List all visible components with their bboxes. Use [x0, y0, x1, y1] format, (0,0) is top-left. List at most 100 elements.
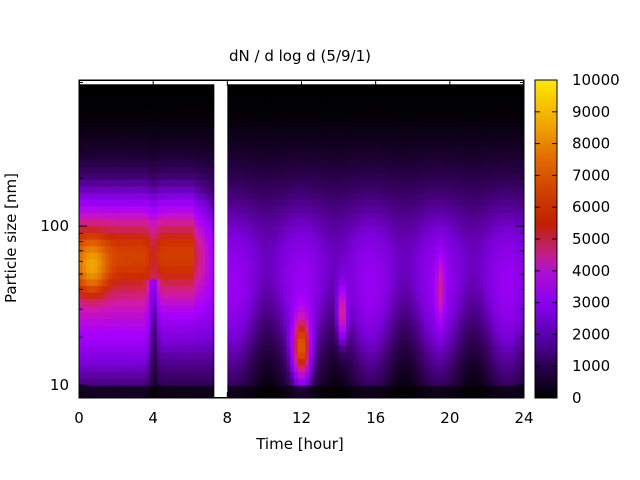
heatmap-cell [149, 86, 154, 94]
heatmap-cell [357, 318, 362, 326]
heatmap-cell [320, 345, 325, 353]
heatmap-cell [171, 351, 177, 359]
heatmap-cell [149, 364, 154, 373]
heatmap-cell [168, 325, 173, 333]
heatmap-cell [375, 364, 380, 373]
heatmap-cell [245, 192, 251, 200]
heatmap-cell [182, 86, 188, 94]
heatmap-cell [190, 172, 195, 180]
heatmap-cell [205, 364, 210, 373]
heatmap-cell [257, 172, 262, 180]
heatmap-cell [390, 166, 395, 174]
heatmap-cell [457, 245, 462, 253]
heatmap-cell [364, 133, 369, 141]
heatmap-cell [423, 205, 429, 214]
heatmap-cell [301, 126, 306, 134]
heatmap-cell [353, 351, 358, 359]
heatmap-cell [323, 166, 329, 174]
heatmap-cell [334, 192, 340, 200]
heatmap-cell [145, 159, 151, 167]
heatmap-cell [130, 172, 136, 180]
heatmap-cell [119, 93, 125, 101]
heatmap-cell [90, 384, 95, 392]
heatmap-cell [353, 305, 358, 313]
heatmap-cell [82, 225, 88, 233]
heatmap-cell [245, 159, 251, 167]
heatmap-cell [108, 285, 113, 293]
heatmap-cell [297, 305, 303, 313]
heatmap-cell [101, 351, 106, 359]
heatmap-cell [379, 265, 384, 273]
heatmap-cell [186, 331, 191, 339]
heatmap-cell [90, 318, 95, 326]
heatmap-cell [416, 311, 421, 320]
heatmap-cell [412, 225, 418, 233]
heatmap-cell [364, 391, 369, 398]
heatmap-cell [435, 146, 440, 154]
heatmap-cell [142, 351, 147, 359]
heatmap-cell [338, 152, 343, 161]
heatmap-cell [234, 219, 240, 227]
heatmap-cell [116, 358, 121, 366]
heatmap-cell [145, 245, 151, 253]
heatmap-cell [112, 159, 117, 167]
heatmap-cell [149, 245, 154, 253]
heatmap-cell [453, 99, 458, 108]
heatmap-cell [201, 252, 206, 260]
heatmap-cell [364, 93, 369, 101]
heatmap-cell [282, 292, 288, 300]
heatmap-cell [442, 391, 447, 398]
heatmap-cell [360, 219, 366, 227]
heatmap-cell [401, 212, 406, 220]
heatmap-cell [134, 371, 139, 379]
heatmap-cell [142, 239, 147, 247]
heatmap-cell [342, 351, 347, 359]
heatmap-cell [435, 232, 440, 240]
heatmap-cell [93, 278, 99, 286]
heatmap-cell [279, 239, 284, 247]
heatmap-cell [93, 205, 99, 214]
heatmap-cell [168, 358, 173, 366]
heatmap-cell [446, 351, 451, 359]
heatmap-cell [227, 338, 232, 346]
heatmap-cell [168, 205, 173, 214]
heatmap-cell [257, 232, 262, 240]
heatmap-cell [249, 358, 254, 366]
heatmap-cell [227, 391, 232, 398]
heatmap-cell [360, 119, 366, 127]
heatmap-cell [242, 338, 247, 346]
heatmap-cell [316, 345, 321, 353]
heatmap-cell [338, 219, 343, 227]
heatmap-cell [394, 285, 399, 293]
heatmap-cell [93, 166, 99, 174]
heatmap-cell [360, 292, 366, 300]
heatmap-cell [386, 331, 392, 339]
heatmap-cell [364, 358, 369, 366]
heatmap-cell [190, 99, 195, 108]
heatmap-cell [446, 106, 451, 114]
heatmap-cell [316, 106, 321, 114]
heatmap-cell [101, 285, 106, 293]
heatmap-cell [379, 292, 384, 300]
heatmap-cell [312, 186, 317, 194]
heatmap-cell [460, 219, 466, 227]
heatmap-cell [123, 345, 128, 353]
heatmap-cell [449, 139, 455, 147]
heatmap-cell [386, 225, 392, 233]
heatmap-cell [442, 113, 447, 121]
heatmap-cell [86, 292, 91, 300]
heatmap-cell [360, 318, 366, 326]
heatmap-cell [305, 133, 310, 141]
heatmap-cell [364, 364, 369, 373]
heatmap-cell [268, 358, 273, 366]
heatmap-cell [349, 311, 355, 320]
heatmap-cell [257, 146, 262, 154]
heatmap-cell [205, 205, 210, 214]
heatmap-cell [271, 258, 277, 267]
heatmap-cell [171, 106, 177, 114]
heatmap-cell [130, 345, 136, 353]
heatmap-cell [253, 212, 258, 220]
heatmap-cell [438, 378, 444, 386]
heatmap-cell [386, 272, 392, 280]
heatmap-cell [305, 391, 310, 398]
